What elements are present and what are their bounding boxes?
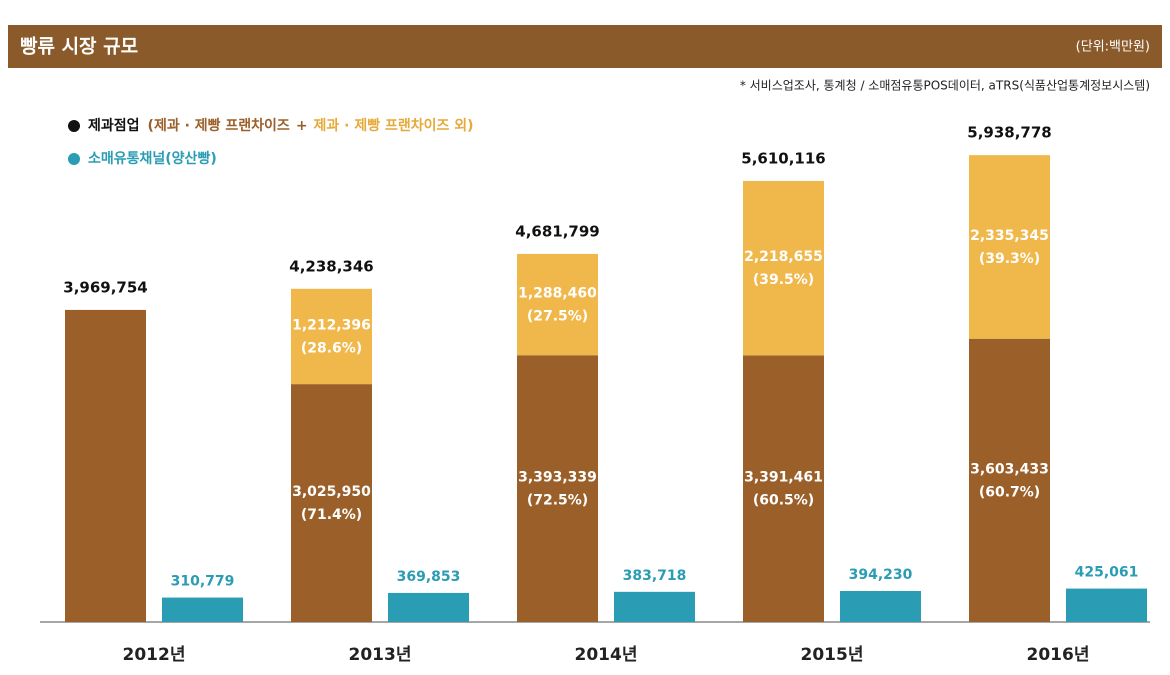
x-tick-label: 2016년 <box>1027 645 1090 665</box>
legend-entry: 소매유통채널(양산빵) <box>88 150 217 167</box>
legend-punct: ) <box>467 118 473 134</box>
legend-punct: + <box>296 118 308 134</box>
header-bar <box>8 25 1162 68</box>
share-label: (60.5%) <box>753 493 814 509</box>
data-label: 2,335,345 <box>970 228 1049 244</box>
share-label: (27.5%) <box>527 309 588 325</box>
share-label: (39.3%) <box>979 251 1040 267</box>
data-label: 369,853 <box>397 569 461 585</box>
x-tick-label: 2014년 <box>575 645 638 665</box>
total-label: 5,938,778 <box>967 124 1051 142</box>
bar <box>291 288 372 385</box>
legend-entry: 제과 · 제빵 프랜차이즈 <box>154 117 290 134</box>
data-label: 3,603,433 <box>970 461 1049 477</box>
bar <box>969 155 1050 339</box>
bar <box>743 180 824 356</box>
x-tick-label: 2013년 <box>349 645 412 665</box>
x-tick-label: 2015년 <box>801 645 864 665</box>
legend-dot <box>68 120 80 132</box>
legend-punct: ( <box>148 118 154 134</box>
data-label: 383,718 <box>623 568 687 584</box>
legend-group-label: 제과점업 <box>88 117 140 134</box>
data-label: 310,779 <box>171 574 235 590</box>
x-tick-label: 2012년 <box>123 645 186 665</box>
share-label: (28.6%) <box>301 340 362 356</box>
total-label: 5,610,116 <box>741 149 825 167</box>
total-label: 4,238,346 <box>289 257 373 275</box>
share-label: (71.4%) <box>301 507 362 523</box>
bar <box>1066 588 1147 622</box>
bar <box>969 338 1050 622</box>
legend-line: 제과점업 (제과 · 제빵 프랜차이즈 + 제과 · 제빵 프랜차이즈 외) <box>88 117 474 134</box>
bar <box>517 355 598 622</box>
total-label: 3,969,754 <box>63 278 147 296</box>
bar <box>291 384 372 622</box>
data-label: 3,025,950 <box>292 484 371 500</box>
share-label: (60.7%) <box>979 484 1040 500</box>
data-label: 3,391,461 <box>744 470 823 486</box>
unit-label: (단위:백만원) <box>1076 40 1150 55</box>
data-label: 425,061 <box>1075 565 1139 581</box>
bar <box>614 591 695 622</box>
bar <box>743 355 824 622</box>
data-label: 394,230 <box>849 567 913 583</box>
total-label: 4,681,799 <box>515 222 599 240</box>
bar <box>388 592 469 622</box>
data-label: 1,288,460 <box>518 286 597 302</box>
data-label: 2,218,655 <box>744 249 823 265</box>
bar <box>162 597 243 622</box>
bar <box>65 309 146 622</box>
share-label: (72.5%) <box>527 493 588 509</box>
legend-entry: 제과 · 제빵 프랜차이즈 외 <box>314 117 468 134</box>
legend-dot <box>68 153 80 165</box>
bar <box>840 591 921 622</box>
share-label: (39.5%) <box>753 272 814 288</box>
source-note: * 서비스업조사, 통계청 / 소매점유통POS데이터, aTRS(식품산업통계… <box>740 79 1150 93</box>
bar <box>517 253 598 356</box>
chart-title: 빵류 시장 규모 <box>20 36 138 58</box>
data-label: 1,212,396 <box>292 317 371 333</box>
data-label: 3,393,339 <box>518 470 597 486</box>
